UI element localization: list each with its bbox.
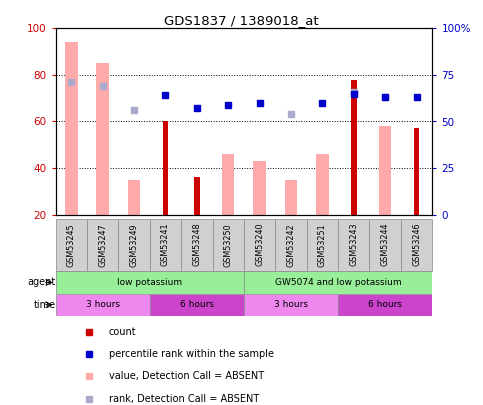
Bar [56,219,87,271]
Bar [118,219,150,271]
Bar [56,294,150,316]
Bar [222,154,235,215]
Bar [275,219,307,271]
Text: percentile rank within the sample: percentile rank within the sample [109,349,274,359]
Bar [401,219,432,271]
Bar [253,161,266,215]
Text: 6 hours: 6 hours [180,300,214,309]
Bar [351,79,356,215]
Text: GSM53251: GSM53251 [318,223,327,266]
Text: agent: agent [28,277,56,288]
Bar [338,294,432,316]
Bar [163,122,168,215]
Bar [379,126,391,215]
Text: GW5074 and low potassium: GW5074 and low potassium [275,278,401,287]
Bar [369,219,401,271]
Text: low potassium: low potassium [117,278,182,287]
Bar [338,219,369,271]
Text: GSM53243: GSM53243 [349,223,358,266]
Text: value, Detection Call = ABSENT: value, Detection Call = ABSENT [109,371,264,382]
Bar [150,294,244,316]
Text: GDS1837 / 1389018_at: GDS1837 / 1389018_at [164,14,319,27]
Bar [65,43,78,215]
Text: GSM53240: GSM53240 [255,223,264,266]
Text: GSM53241: GSM53241 [161,223,170,266]
Bar [244,294,338,316]
Bar [307,219,338,271]
Bar [56,271,244,294]
Text: count: count [109,327,136,337]
Text: 3 hours: 3 hours [85,300,120,309]
Bar [285,180,298,215]
Text: GSM53247: GSM53247 [98,223,107,266]
Text: rank, Detection Call = ABSENT: rank, Detection Call = ABSENT [109,394,259,404]
Text: 3 hours: 3 hours [274,300,308,309]
Bar [244,271,432,294]
Text: GSM53242: GSM53242 [286,223,296,266]
Bar [150,219,181,271]
Bar [213,219,244,271]
Bar [87,219,118,271]
Text: 6 hours: 6 hours [368,300,402,309]
Bar [194,177,199,215]
Bar [128,180,141,215]
Text: GSM53250: GSM53250 [224,223,233,266]
Text: GSM53248: GSM53248 [192,223,201,266]
Bar [181,219,213,271]
Bar [414,128,419,215]
Text: GSM53245: GSM53245 [67,223,76,266]
Text: GSM53249: GSM53249 [129,223,139,266]
Text: GSM53244: GSM53244 [381,223,390,266]
Text: GSM53246: GSM53246 [412,223,421,266]
Bar [244,219,275,271]
Text: time: time [33,300,56,310]
Bar [97,63,109,215]
Bar [316,154,329,215]
